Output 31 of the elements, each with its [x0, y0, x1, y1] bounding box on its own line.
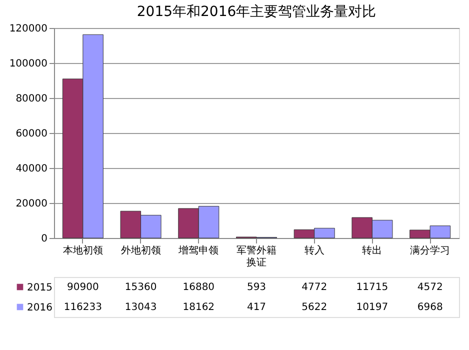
y-tick-label: 20000 [16, 198, 48, 210]
x-tick-label: 外地初领 [120, 244, 161, 256]
x-tick-label: 转出 [362, 244, 382, 256]
legend-label: 2016 [27, 302, 52, 314]
x-tick-label: 本地初领 [62, 244, 103, 256]
legend-label: 2015 [27, 282, 52, 294]
x-tick-label: 满分学习 [410, 244, 450, 256]
x-tick-label: 军警外籍换证 [236, 244, 276, 268]
data-label: 417 [246, 302, 266, 313]
data-label: 16880 [182, 282, 215, 293]
data-label: 90900 [67, 282, 99, 293]
data-label: 18162 [182, 302, 215, 313]
data-label: 11715 [356, 282, 388, 293]
y-tick-label: 60000 [16, 128, 48, 140]
data-label: 4572 [417, 282, 443, 293]
data-label: 6968 [417, 302, 443, 313]
data-label: 593 [246, 282, 266, 293]
x-tick-label: 转入 [304, 244, 324, 256]
x-tick-label: 增驾申领 [178, 244, 219, 256]
y-tick-label: 0 [41, 234, 48, 244]
data-label: 10197 [356, 302, 388, 313]
chart-title: 2015年和2016年主要驾管业务量对比 [136, 4, 376, 20]
y-tick-label: 40000 [16, 164, 48, 174]
y-tick-label: 80000 [16, 94, 48, 104]
data-label: 116233 [64, 302, 102, 313]
data-label: 15360 [124, 282, 157, 293]
data-label: 4772 [302, 282, 328, 293]
y-tick-label: 120000 [9, 24, 48, 34]
y-tick-label: 100000 [9, 58, 48, 70]
data-label: 13043 [124, 302, 157, 313]
data-label: 5622 [302, 302, 328, 313]
